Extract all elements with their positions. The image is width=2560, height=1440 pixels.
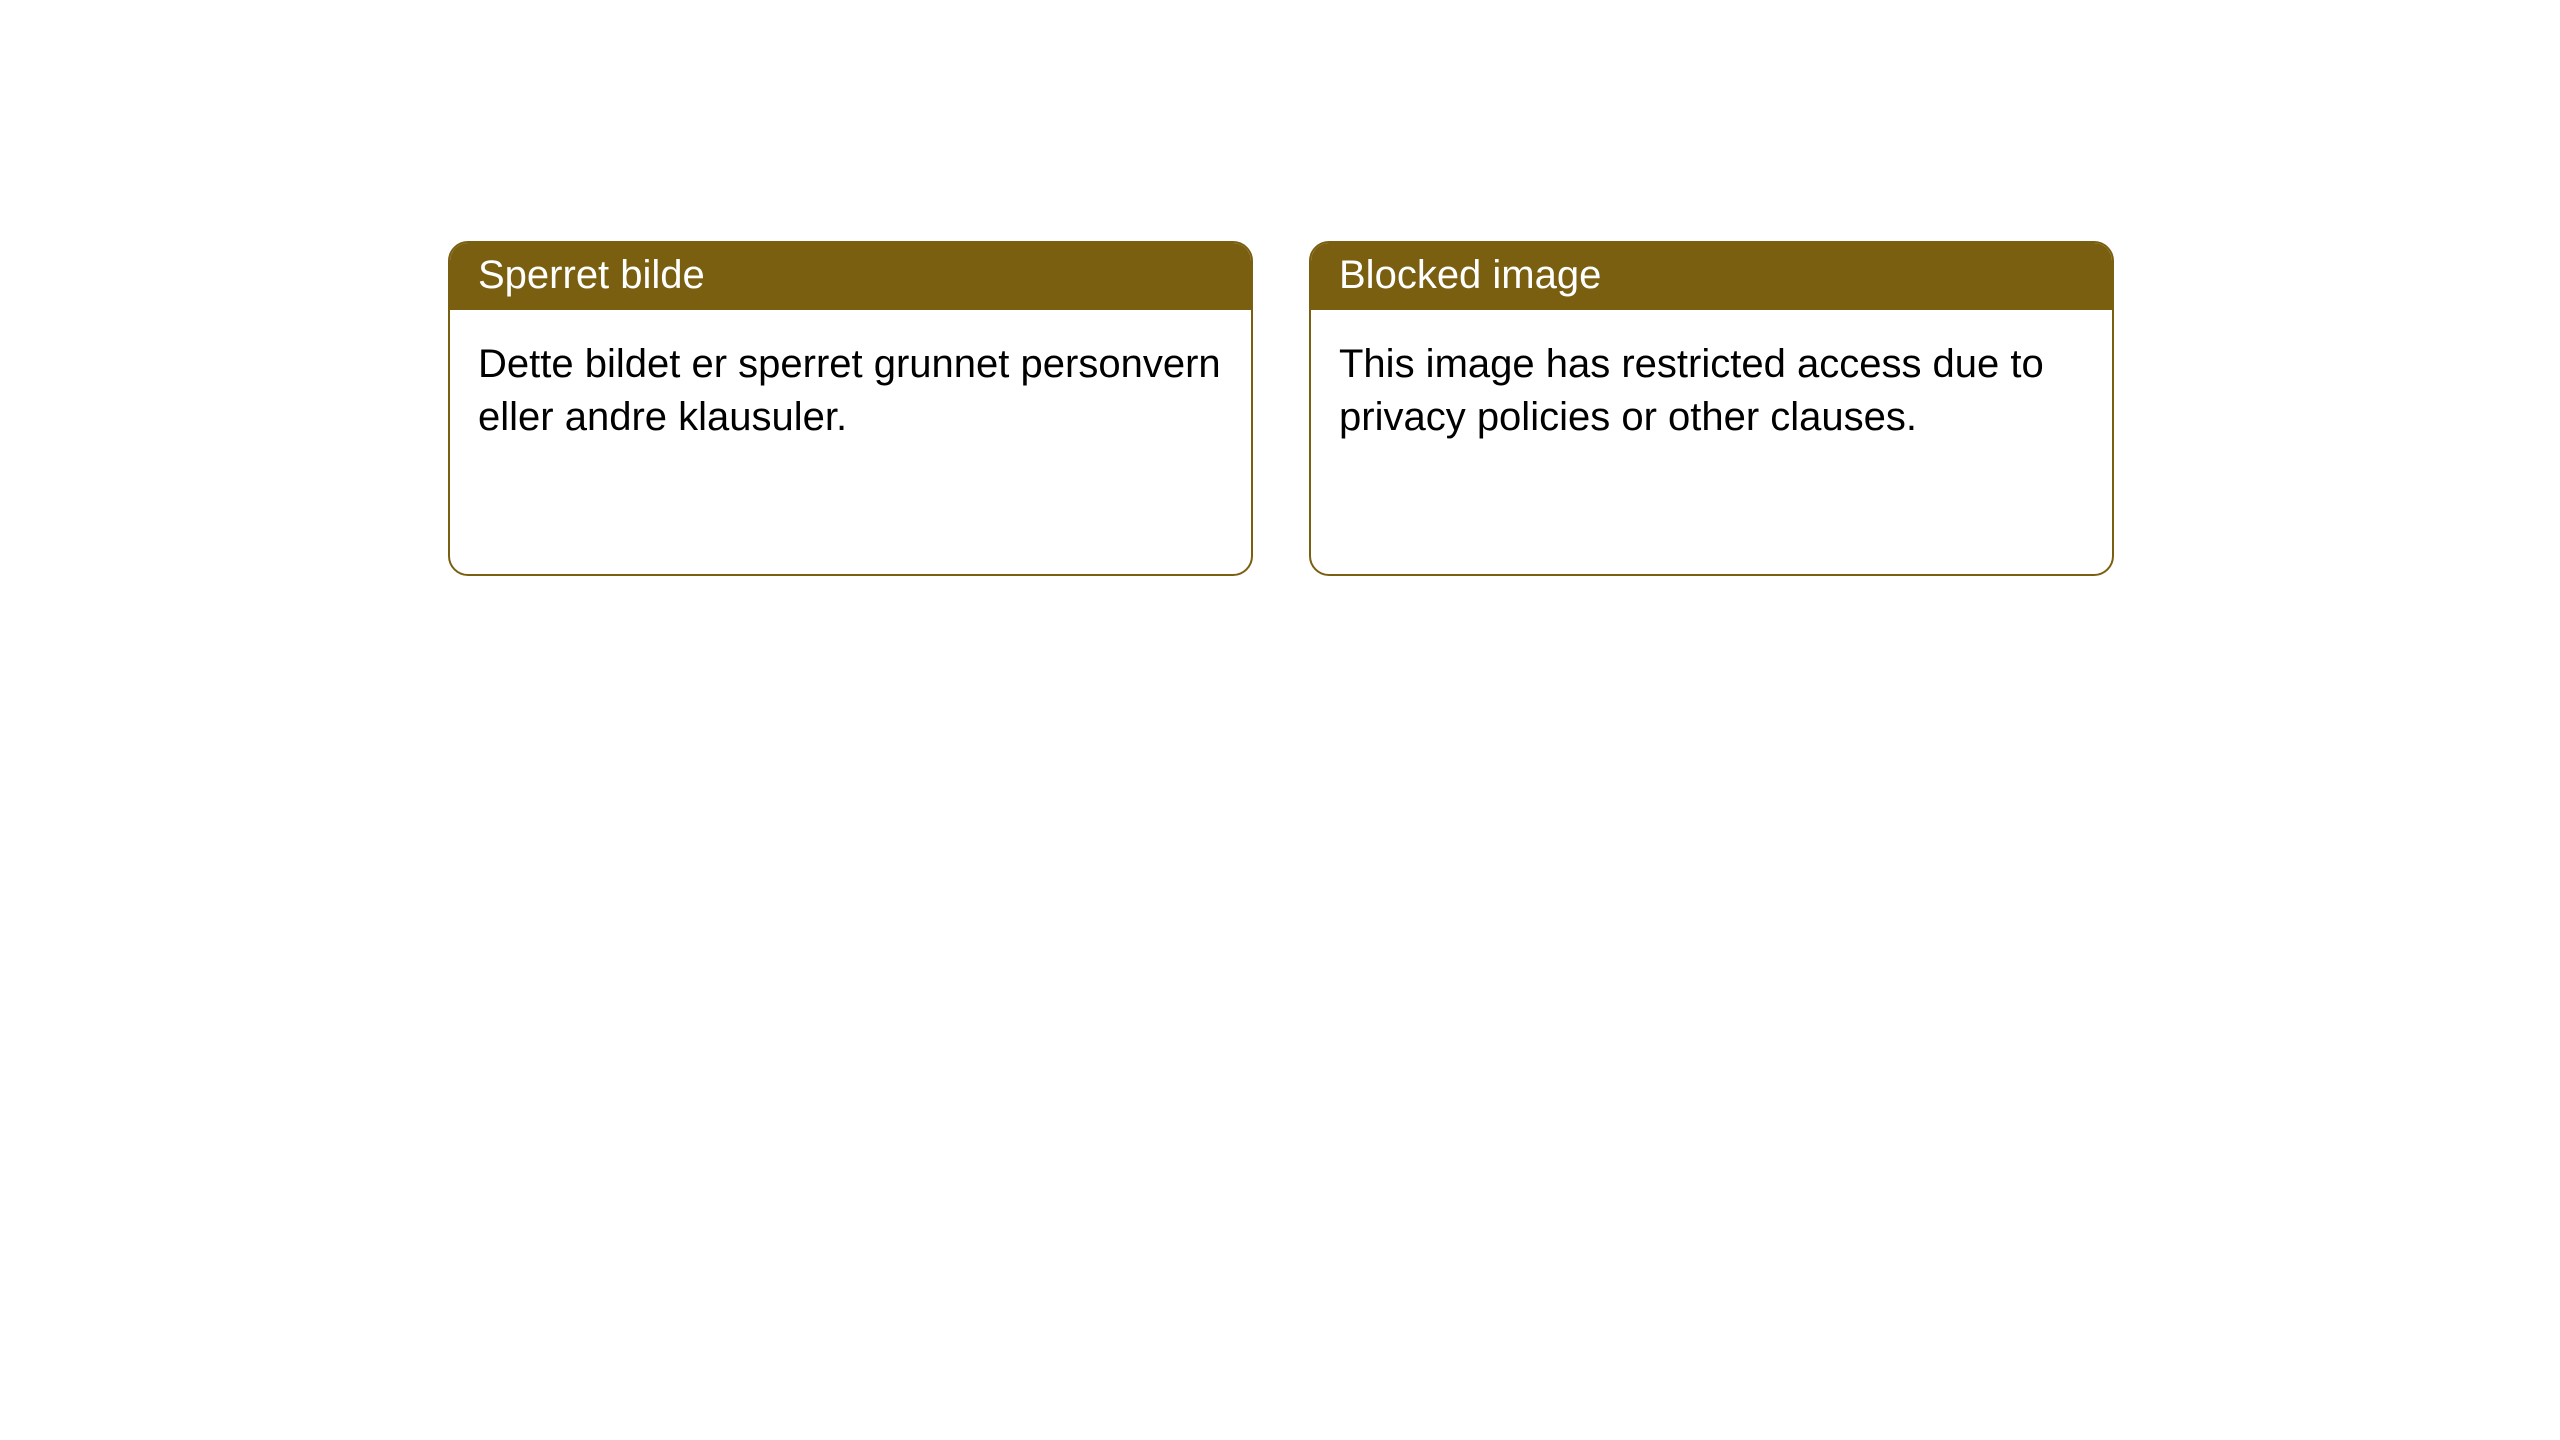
notice-container: Sperret bilde Dette bildet er sperret gr… <box>0 0 2560 576</box>
notice-card-norwegian: Sperret bilde Dette bildet er sperret gr… <box>448 241 1253 576</box>
notice-title-english: Blocked image <box>1311 243 2112 310</box>
notice-card-english: Blocked image This image has restricted … <box>1309 241 2114 576</box>
notice-body-english: This image has restricted access due to … <box>1311 310 2112 464</box>
notice-title-norwegian: Sperret bilde <box>450 243 1251 310</box>
notice-body-norwegian: Dette bildet er sperret grunnet personve… <box>450 310 1251 464</box>
